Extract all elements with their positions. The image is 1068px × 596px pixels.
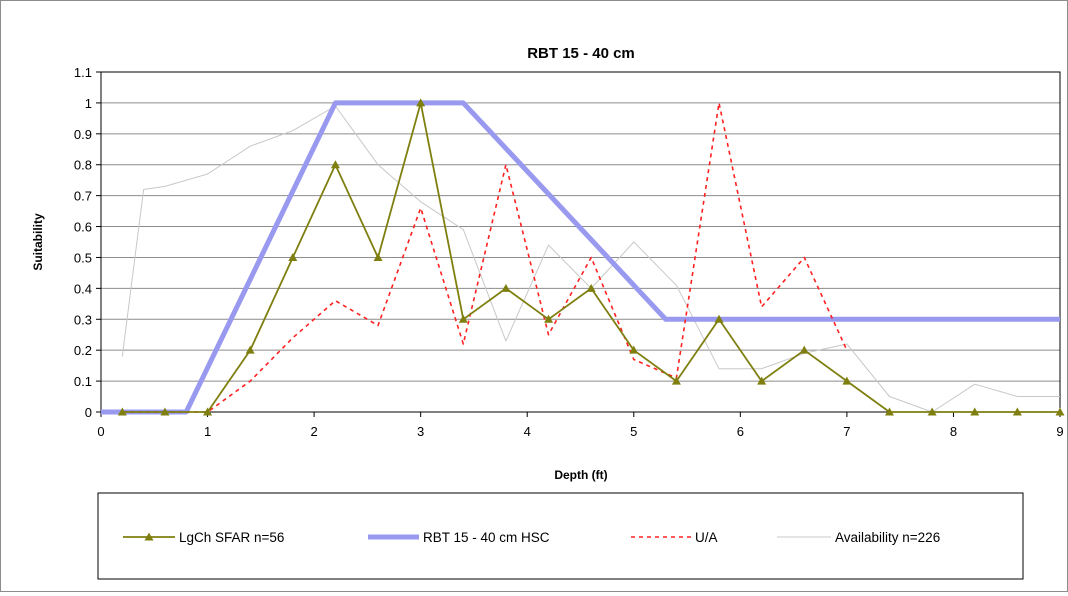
series-0 [117,98,1065,416]
x-tick-label: 3 [417,424,424,439]
legend-marker [144,532,154,541]
y-tick-label: 0.8 [74,158,92,173]
axis-ticks: 0 0.1 0.2 0.3 0.4 0.5 0.6 0.7 0.8 0.9 1 1.1 0 1 2 3 4 5 6 7… [74,65,1064,439]
data-point [373,252,383,261]
x-tick-label: 5 [630,424,637,439]
data-point [799,345,809,354]
y-axis-label: Suitability [31,213,45,271]
legend-item: RBT 15 - 40 cm HSC [368,530,550,545]
data-point [757,376,767,385]
y-tick-label: 0.9 [74,127,92,142]
x-tick-label: 7 [843,424,850,439]
y-tick-label: 0 [85,405,92,420]
data-point [544,314,554,323]
legend-label: LgCh SFAR n=56 [179,530,284,545]
plot-area-border [100,71,1061,413]
data-point [885,407,895,416]
legend: LgCh SFAR n=56 RBT 15 - 40 cm HSC U/A Avail… [97,492,1024,580]
legend-item: Availability n=226 [777,530,940,545]
x-tick-label: 4 [524,424,531,439]
data-point [416,98,426,107]
x-tick-label: 1 [204,424,211,439]
data-point [1055,407,1065,416]
series-group [101,98,1065,416]
x-tick-label: 2 [310,424,317,439]
data-point [671,376,681,385]
data-point [245,345,255,354]
y-tick-label: 0.6 [74,220,92,235]
y-tick-label: 0.4 [74,281,92,296]
y-tick-label: 0.3 [74,312,92,327]
chart-title: RBT 15 - 40 cm [527,45,635,62]
legend-box [97,492,1024,580]
data-point [160,407,170,416]
x-tick-label: 8 [950,424,957,439]
data-point [629,345,639,354]
y-tick-label: 0.2 [74,343,92,358]
legend-label: RBT 15 - 40 cm HSC [423,530,550,545]
series-line [121,105,1060,413]
y-tick-label: 0.7 [74,189,92,204]
legend-item: U/A [631,530,718,545]
series-2 [122,102,848,413]
data-point [1012,407,1022,416]
data-point [458,314,468,323]
x-axis-label: Depth (ft) [554,468,607,482]
data-point [501,283,511,292]
legend-label: Availability n=226 [835,530,940,545]
data-point [586,283,596,292]
data-point [288,252,298,261]
x-tick-label: 9 [1056,424,1063,439]
legend-items: LgCh SFAR n=56 RBT 15 - 40 cm HSC U/A Avail… [123,530,940,545]
data-point [117,407,127,416]
data-point [970,407,980,416]
y-tick-label: 0.5 [74,250,92,265]
legend-label: U/A [695,530,718,545]
gridlines [101,71,1060,413]
series-3 [121,105,1060,413]
data-point [842,376,852,385]
legend-item: LgCh SFAR n=56 [123,530,284,545]
y-tick-label: 0.1 [74,374,92,389]
x-tick-label: 6 [737,424,744,439]
y-tick-label: 1 [85,96,92,111]
data-point [203,407,213,416]
data-point [330,160,340,169]
data-point [714,314,724,323]
y-tick-label: 1.1 [74,65,92,80]
x-tick-label: 0 [97,424,104,439]
data-point [927,407,937,416]
series-line [122,102,848,413]
